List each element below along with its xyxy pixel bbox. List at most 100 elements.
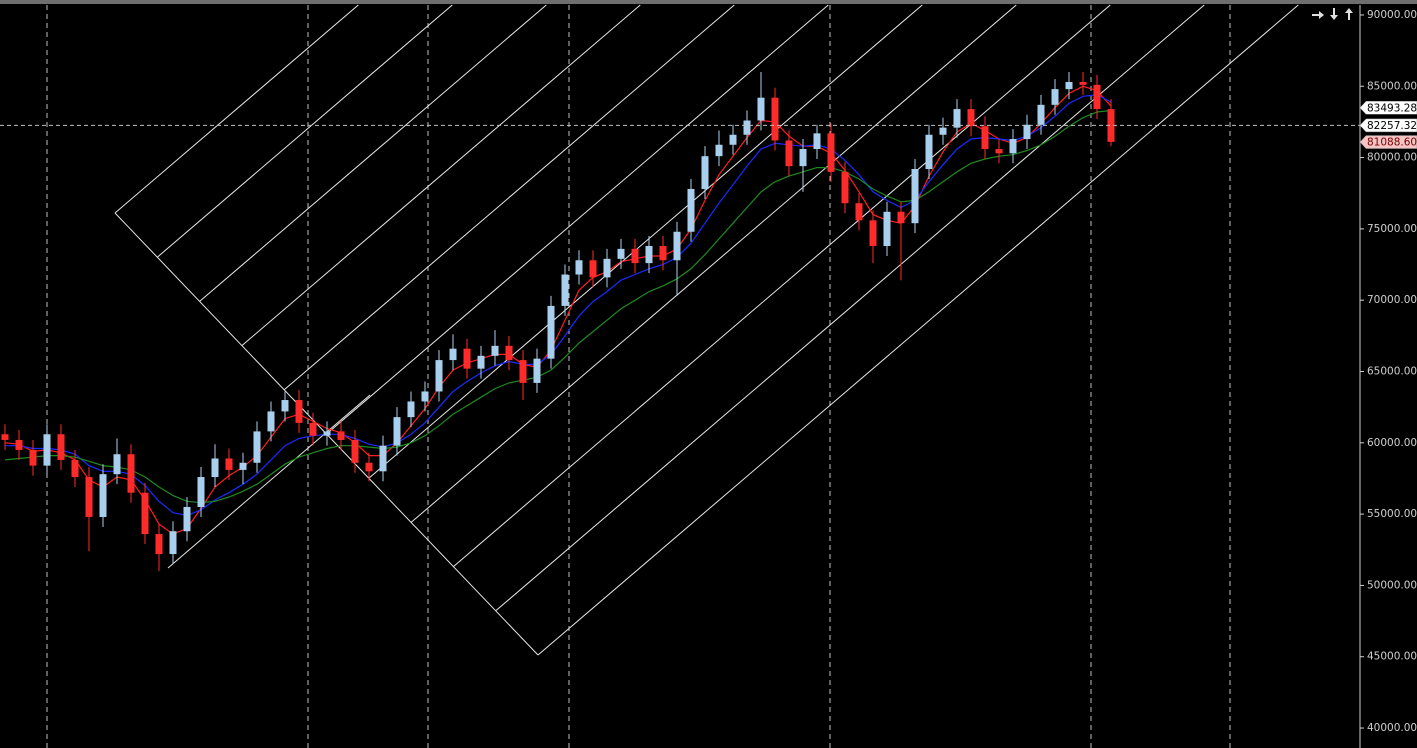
moving-average [4,109,1112,504]
candle-body [813,133,821,150]
candle-body [1,434,9,440]
candle-body [939,127,947,135]
candle-body [645,246,653,264]
price-label: 83493.28 [1367,102,1417,114]
y-tick-label: 85000.00 [1367,80,1417,92]
candle-body [1093,84,1101,110]
candle-body [1037,104,1045,125]
candle-body [785,140,793,167]
candle-body [897,211,905,224]
candle-body [435,360,443,392]
candle-body [267,411,275,432]
candle-body [197,477,205,507]
y-tick-label: 40000.00 [1367,722,1417,734]
candle-body [925,134,933,169]
y-tick-label: 80000.00 [1367,152,1417,164]
time-separators [46,5,1231,748]
candle-body [57,434,65,460]
candle-body [71,459,79,478]
candle-body [99,474,107,517]
candle-body [1107,109,1115,142]
candle-body [561,274,569,306]
candle-body [351,439,359,463]
candle-body [883,211,891,247]
y-tick-label: 90000.00 [1367,9,1417,21]
candle-body [1079,82,1087,85]
candle-body [869,220,877,247]
candle-body [687,188,695,232]
candle-body [183,506,191,532]
candle-body [589,260,597,278]
candle-body [309,422,317,436]
candle-body [379,445,387,472]
candle-body [771,97,779,141]
candle-body [141,492,149,535]
candle-body [477,355,485,369]
y-tick-label: 50000.00 [1367,579,1417,591]
price-axis: 90000.00 85000.00 80000.00 75000.00 70000.00… [1359,9,1417,734]
fan-line [537,4,1299,656]
fan-line [199,4,547,302]
candle-body [239,462,247,470]
candle-body [337,431,345,440]
candle-body [1023,124,1031,140]
y-tick-label: 70000.00 [1367,294,1417,306]
candle-body [155,534,163,555]
candle-body [533,358,541,383]
candle-body [407,401,415,418]
y-tick-label: 65000.00 [1367,366,1417,378]
y-tick-label: 55000.00 [1367,508,1417,520]
top-border [0,0,1417,4]
arrow-up[interactable] [1345,8,1353,20]
candle-body [827,133,835,172]
candle-body [631,248,639,264]
candle-body [491,345,499,356]
candle-body [323,431,331,436]
candle-body [15,439,23,450]
fan-line [368,4,923,479]
candle-body [85,477,93,517]
candle-body [841,171,849,204]
candle-body [211,458,219,478]
arrow-down[interactable] [1330,8,1338,20]
arrow-right[interactable] [1312,11,1324,19]
fan-line [495,4,1205,612]
fan-line [326,4,829,435]
candle-body [365,462,373,472]
candle-body [449,348,457,361]
candle-body [281,400,289,412]
candle-body [659,246,667,261]
fan-drawing [114,4,1299,656]
candle-body [505,345,513,361]
y-tick-label: 75000.00 [1367,223,1417,235]
candle-body [421,391,429,402]
candle-body [729,134,737,145]
candle-body [953,109,961,128]
candle-body [547,305,555,359]
candle-body [911,168,919,224]
price-label: 82257.32 [1367,120,1417,132]
candle-body [43,434,51,466]
candle-body [799,149,807,167]
candle-body [463,348,471,369]
y-tick-label: 45000.00 [1367,651,1417,663]
candle-body [673,231,681,261]
plot [0,72,1360,572]
candle-body [757,97,765,121]
candle-body [743,120,751,135]
candle-body [253,431,261,463]
fan-line [453,4,1111,567]
candle-body [113,454,121,475]
fan-line [241,4,641,346]
candle-body [603,258,611,278]
candle-body [1065,82,1073,90]
candle-body [295,400,303,423]
toolbar-arrows[interactable] [1312,8,1353,20]
price-label-box [1359,101,1417,115]
candle-body [169,531,177,555]
candle-body [393,417,401,446]
price-label-box [1359,118,1417,133]
